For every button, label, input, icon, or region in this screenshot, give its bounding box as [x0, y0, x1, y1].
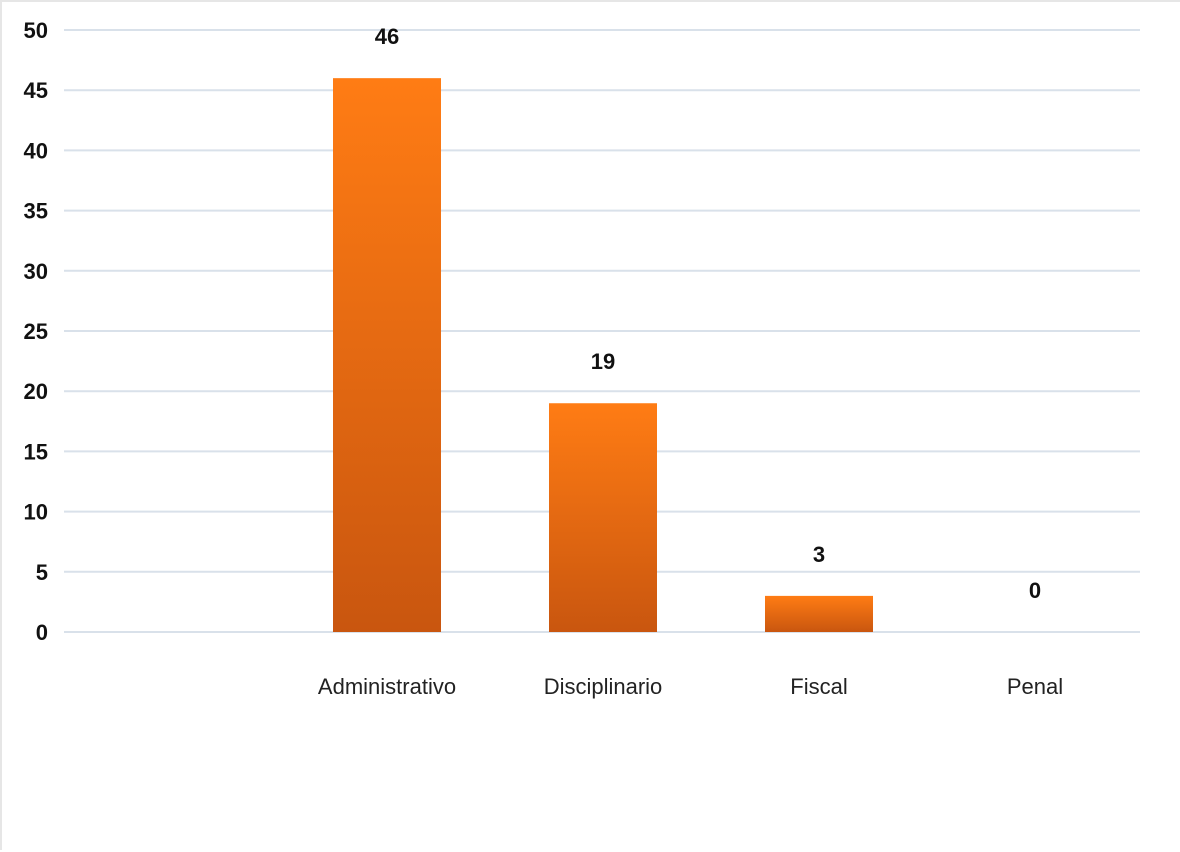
y-tick-label: 45 [24, 78, 48, 103]
data-label-penal: 0 [1029, 578, 1041, 603]
y-tick-label: 20 [24, 379, 48, 404]
category-label-administrativo: Administrativo [318, 674, 456, 699]
bar-disciplinario [549, 403, 657, 632]
y-tick-label: 10 [24, 500, 48, 525]
y-tick-label: 35 [24, 199, 48, 224]
data-label-disciplinario: 19 [591, 349, 615, 374]
y-tick-label: 40 [24, 138, 48, 163]
category-label-penal: Penal [1007, 674, 1063, 699]
y-tick-label: 25 [24, 319, 48, 344]
data-label-fiscal: 3 [813, 542, 825, 567]
y-tick-label: 5 [36, 560, 48, 585]
y-tick-label: 30 [24, 259, 48, 284]
bars [333, 78, 873, 632]
gridlines [64, 29, 1140, 633]
y-tick-label: 50 [24, 18, 48, 43]
category-label-fiscal: Fiscal [790, 674, 847, 699]
data-label-administrativo: 46 [375, 24, 399, 49]
y-axis-tick-labels: 0 5 10 15 20 25 30 35 40 45 50 [24, 18, 48, 645]
y-tick-label: 15 [24, 439, 48, 464]
x-axis-category-labels: Administrativo Disciplinario Fiscal Penal [318, 674, 1063, 699]
bar-fiscal [765, 595, 873, 632]
y-tick-label: 0 [36, 620, 48, 645]
bar-administrativo [333, 78, 441, 632]
category-label-disciplinario: Disciplinario [544, 674, 663, 699]
data-labels: 46 19 3 0 [375, 24, 1041, 603]
